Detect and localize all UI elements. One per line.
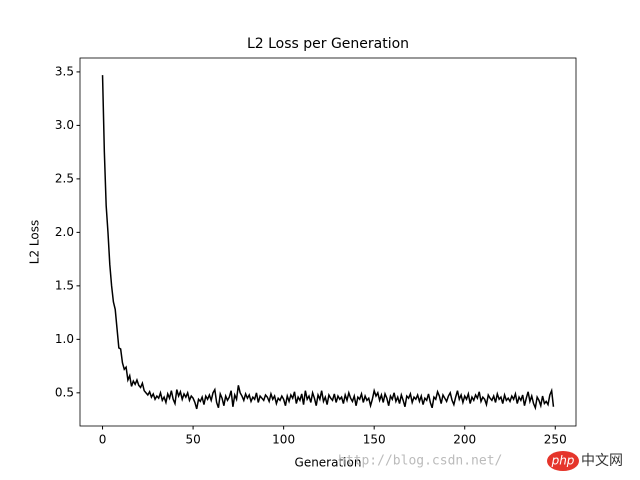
y-tick-label: 2.0 (55, 225, 74, 239)
x-tick-label: 50 (185, 433, 200, 447)
plot-frame (79, 57, 577, 427)
chart-title: L2 Loss per Generation (247, 36, 409, 52)
y-axis-label: L2 Loss (28, 220, 42, 264)
x-tick-label: 250 (544, 433, 567, 447)
x-tick-label: 100 (272, 433, 295, 447)
y-tick-label: 3.5 (55, 64, 74, 78)
logo: php (551, 454, 575, 468)
y-tick-label: 3.0 (55, 118, 74, 132)
logo-text: 中文网 (581, 453, 623, 469)
watermark: http://blog.csdn.net/ (338, 454, 502, 469)
x-tick-label: 200 (453, 433, 476, 447)
y-tick-label: 1.5 (55, 278, 74, 292)
x-tick-label: 150 (363, 433, 386, 447)
line (101, 75, 555, 411)
x-axis-label: Generation (295, 456, 362, 470)
y-tick-label: 1.0 (55, 332, 74, 346)
x-tick-label: 0 (99, 433, 107, 447)
y-tick-label: 2.5 (55, 171, 74, 185)
y-tick-label: 0.5 (55, 385, 74, 399)
logo-badge (547, 451, 579, 471)
